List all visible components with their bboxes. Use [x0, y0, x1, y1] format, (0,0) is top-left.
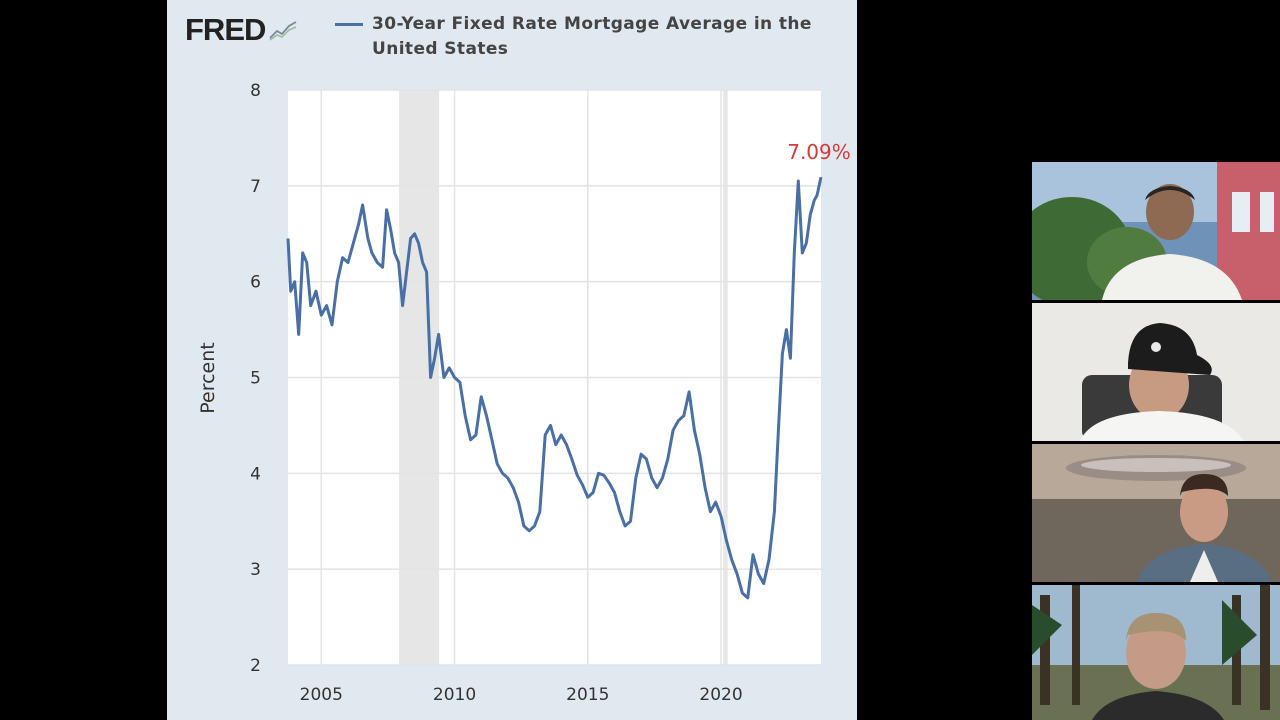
y-tick-label: 7: [250, 177, 261, 197]
latest-value-label: 7.09%: [787, 140, 851, 164]
person-icon: [1032, 585, 1280, 720]
line-chart: 2 3 4 5 6 7 8 2005 2010 2015 2020 Percent 7.09%: [197, 81, 851, 705]
y-tick-label: 8: [250, 81, 261, 101]
chart-title: 30-Year Fixed Rate Mortgage Average in t…: [372, 14, 812, 59]
y-tick-label: 5: [250, 369, 261, 389]
y-axis-label: Percent: [197, 342, 219, 414]
participant-1-video[interactable]: [1032, 162, 1280, 300]
legend-swatch: [335, 23, 363, 26]
person-icon: [1032, 162, 1280, 300]
y-tick-label: 6: [250, 273, 261, 293]
y-tick-label: 4: [250, 464, 261, 484]
fred-logo-text: FRED: [185, 12, 266, 47]
person-icon: [1032, 444, 1280, 582]
participant-3-video[interactable]: [1032, 444, 1280, 582]
x-tick-label: 2005: [300, 685, 343, 705]
fred-chart-panel: FRED 30-Year Fixed Rate Mortgage Average…: [167, 0, 857, 720]
series-line: [286, 176, 823, 600]
video-call-strip: [1032, 162, 1280, 720]
y-tick-label: 2: [250, 656, 261, 676]
person-icon: [1032, 303, 1280, 441]
x-tick-label: 2020: [699, 685, 742, 705]
trend-chart-icon: [268, 18, 299, 42]
x-tick-label: 2015: [566, 685, 609, 705]
fred-logo[interactable]: FRED: [185, 12, 299, 48]
x-tick-label: 2010: [433, 685, 476, 705]
participant-4-video[interactable]: [1032, 585, 1280, 720]
participant-2-video[interactable]: [1032, 303, 1280, 441]
y-tick-label: 3: [250, 560, 261, 580]
